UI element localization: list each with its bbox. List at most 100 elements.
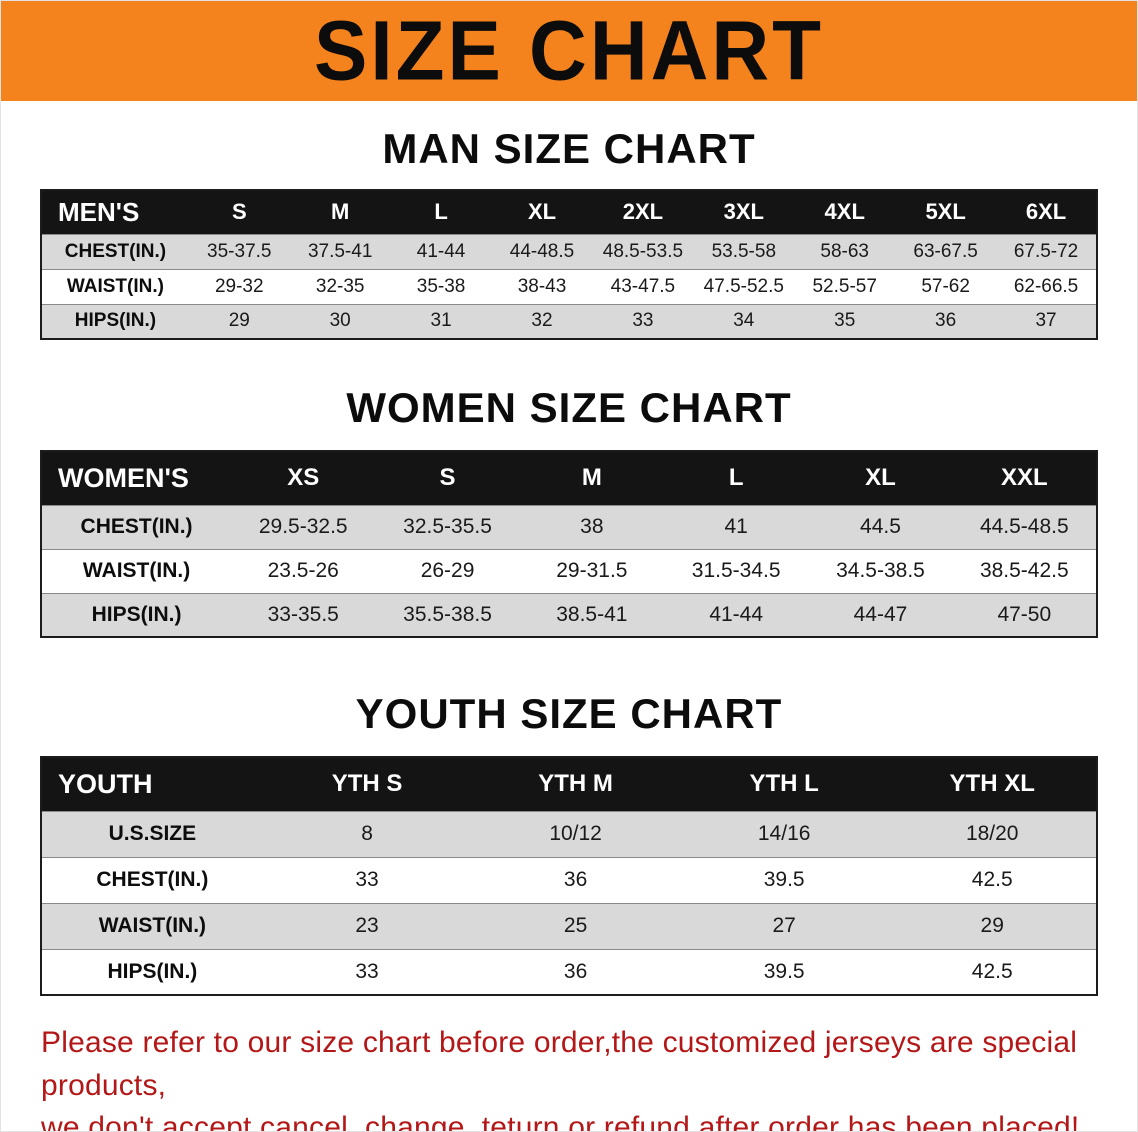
table-row: CHEST(IN.) 29.5-32.5 32.5-35.5 38 41 44.5 44.5… [41,504,1097,549]
size-header-cell: XS [231,451,376,505]
value-cell: 62-66.5 [996,268,1097,304]
size-header-cell: S [188,190,290,234]
value-cell: 32 [491,303,593,339]
section-youth: YOUTH SIZE CHART YOUTH YTH S YTH M YTH L YTH… [1,690,1137,996]
notice-line: Please refer to our size chart before or… [41,1026,1078,1102]
banner: SIZE CHART [1,1,1137,101]
table-row: WAIST(IN.) 29-32 32-35 35-38 38-43 43-47.5 47.… [41,268,1097,304]
row-label-cell: CHEST(IN.) [41,856,263,903]
value-cell: 44.5 [808,504,953,549]
value-cell: 10/12 [471,810,680,857]
value-cell: 29.5-32.5 [231,504,376,549]
value-cell: 39.5 [679,856,889,903]
row-label-cell: WAIST(IN.) [41,902,263,949]
value-cell: 48.5-53.5 [592,233,694,269]
value-cell: 26-29 [375,548,520,593]
value-cell: 32-35 [289,268,391,304]
value-cell: 34 [693,303,795,339]
men-size-table: MEN'S S M L XL 2XL 3XL 4XL 5XL 6XL CHEST(IN.) 35-37… [40,189,1098,340]
row-label-cell: WAIST(IN.) [41,548,232,593]
value-cell: 44-48.5 [491,233,593,269]
value-cell: 38-43 [491,268,593,304]
value-cell: 30 [289,303,391,339]
value-cell: 8 [262,810,472,857]
value-cell: 31.5-34.5 [664,548,809,593]
order-notice: Please refer to our size chart before or… [41,1022,1101,1132]
table-row: U.S.SIZE 8 10/12 14/16 18/20 [41,810,1097,857]
size-header-cell: YTH L [679,757,889,811]
value-cell: 33-35.5 [231,592,376,637]
table-row: HIPS(IN.) 33 36 39.5 42.5 [41,948,1097,995]
size-header-cell: YTH M [471,757,680,811]
table-row: HIPS(IN.) 29 30 31 32 33 34 35 36 37 [41,303,1097,339]
banner-title: SIZE CHART [314,3,824,98]
value-cell: 36 [471,948,680,995]
youth-section-heading: YOUTH SIZE CHART [355,690,783,737]
value-cell: 33 [262,948,472,995]
table-row: WAIST(IN.) 23 25 27 29 [41,902,1097,949]
value-cell: 29 [188,303,290,339]
size-header-cell: M [519,451,665,505]
value-cell: 35-38 [390,268,492,304]
table-title-cell: YOUTH [41,757,263,811]
women-section-heading: WOMEN SIZE CHART [346,384,792,431]
value-cell: 29-32 [188,268,290,304]
value-cell: 37.5-41 [289,233,391,269]
section-men: MAN SIZE CHART MEN'S S M L XL 2XL 3XL 4XL 5XL 6XL… [1,125,1137,340]
table-row: WAIST(IN.) 23.5-26 26-29 29-31.5 31.5-34.5 34… [41,548,1097,593]
row-label-cell: HIPS(IN.) [41,948,263,995]
value-cell: 53.5-58 [693,233,795,269]
value-cell: 35 [794,303,896,339]
value-cell: 37 [996,303,1097,339]
row-label-cell: U.S.SIZE [41,810,263,857]
value-cell: 58-63 [794,233,896,269]
value-cell: 47-50 [952,592,1097,637]
value-cell: 42.5 [888,948,1097,995]
value-cell: 18/20 [888,810,1097,857]
size-header-cell: L [664,451,809,505]
value-cell: 39.5 [679,948,889,995]
value-cell: 67.5-72 [996,233,1097,269]
size-header-cell: 3XL [693,190,795,234]
size-header-cell: YTH S [262,757,472,811]
row-label-cell: CHEST(IN.) [41,504,232,549]
section-women: WOMEN SIZE CHART WOMEN'S XS S M L XL XXL CHEST(… [1,384,1137,638]
women-size-table: WOMEN'S XS S M L XL XXL CHEST(IN.) 29.5-32.5 32.5… [40,450,1098,638]
youth-size-table: YOUTH YTH S YTH M YTH L YTH XL U.S.SIZE 8 10/12… [40,756,1098,996]
value-cell: 36 [895,303,997,339]
value-cell: 41-44 [390,233,492,269]
row-label-cell: HIPS(IN.) [41,303,189,339]
value-cell: 38.5-41 [519,592,665,637]
value-cell: 34.5-38.5 [808,548,953,593]
row-label-cell: CHEST(IN.) [41,233,189,269]
men-section-heading: MAN SIZE CHART [382,125,756,172]
value-cell: 36 [471,856,680,903]
value-cell: 47.5-52.5 [693,268,795,304]
size-header-cell: XL [491,190,593,234]
value-cell: 14/16 [679,810,889,857]
value-cell: 57-62 [895,268,997,304]
size-header-cell: 2XL [592,190,694,234]
size-header-cell: 5XL [895,190,997,234]
table-title-cell: WOMEN'S [41,451,232,505]
header-row: YOUTH YTH S YTH M YTH L YTH XL [41,757,1097,811]
table-row: HIPS(IN.) 33-35.5 35.5-38.5 38.5-41 41-44 44-… [41,592,1097,637]
value-cell: 23 [262,902,472,949]
table-title-cell: MEN'S [41,190,189,234]
table-row: CHEST(IN.) 35-37.5 37.5-41 41-44 44-48.5 48.5… [41,233,1097,269]
value-cell: 32.5-35.5 [375,504,520,549]
size-header-cell: XXL [952,451,1097,505]
size-header-cell: YTH XL [888,757,1097,811]
value-cell: 31 [390,303,492,339]
value-cell: 25 [471,902,680,949]
value-cell: 41-44 [664,592,809,637]
value-cell: 41 [664,504,809,549]
size-header-cell: XL [808,451,953,505]
size-header-cell: M [289,190,391,234]
value-cell: 29-31.5 [519,548,665,593]
value-cell: 29 [888,902,1097,949]
notice-line: we don't accept cancel, change, teturn o… [41,1111,1080,1132]
size-header-cell: L [390,190,492,234]
value-cell: 35-37.5 [188,233,290,269]
